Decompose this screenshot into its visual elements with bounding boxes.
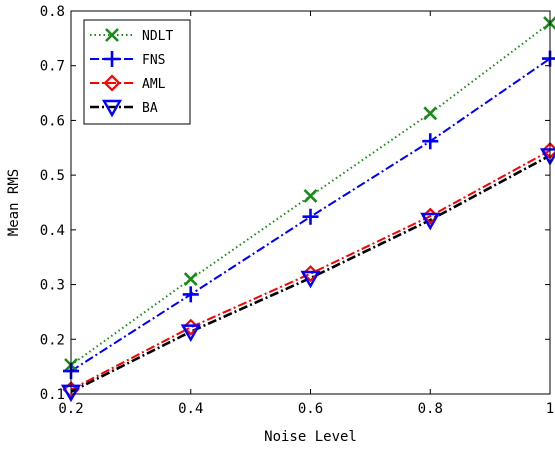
legend-entry-fns: FNS [90,51,165,68]
data-point-fns [182,286,199,303]
legend-entry-aml: AML [90,74,166,92]
data-point-ndlt [303,189,318,203]
y-axis-title: Mean RMS [6,169,22,236]
data-point-ba [180,324,201,343]
y-tick-label: 0.5 [40,168,65,184]
y-tick-label: 0.3 [40,278,65,294]
y-tick-label: 0.4 [40,223,65,239]
series-line-ba [70,154,551,393]
y-tick-label: 0.8 [40,4,65,20]
data-point-ndlt [423,106,438,121]
legend-entry-ba: BA [90,99,158,118]
y-tick-label: 0.1 [40,387,65,403]
y-tick-label: 0.7 [40,59,65,75]
legend-label: NDLT [142,29,173,44]
series-line-aml [70,149,551,391]
data-point-fns [422,133,439,150]
x-axis-title: Noise Level [264,429,357,445]
legend-marker-ndlt [105,28,119,42]
legend-marker-fns [104,51,120,67]
y-tick-label: 0.2 [40,332,65,348]
x-tick-label: 0.4 [178,401,203,417]
legend-box [83,19,191,125]
legend-marker-ba [101,99,123,118]
data-point-ba [300,270,321,289]
legend-label: FNS [142,53,165,68]
data-point-ba [420,212,441,231]
x-tick-label: 0.2 [58,401,83,417]
data-point-aml [62,381,80,399]
x-tick-label: 0.8 [418,401,443,417]
y-tick-label: 0.6 [40,113,65,129]
legend-label: AML [142,77,166,92]
legend-entry-ndlt: NDLT [90,28,173,44]
legend-marker-aml [103,74,121,92]
data-point-fns [302,208,319,225]
legend-label: BA [142,101,158,116]
data-point-fns [542,50,555,67]
x-tick-label: 1 [546,401,554,417]
data-point-ndlt [183,272,198,287]
x-tick-label: 0.6 [298,401,323,417]
